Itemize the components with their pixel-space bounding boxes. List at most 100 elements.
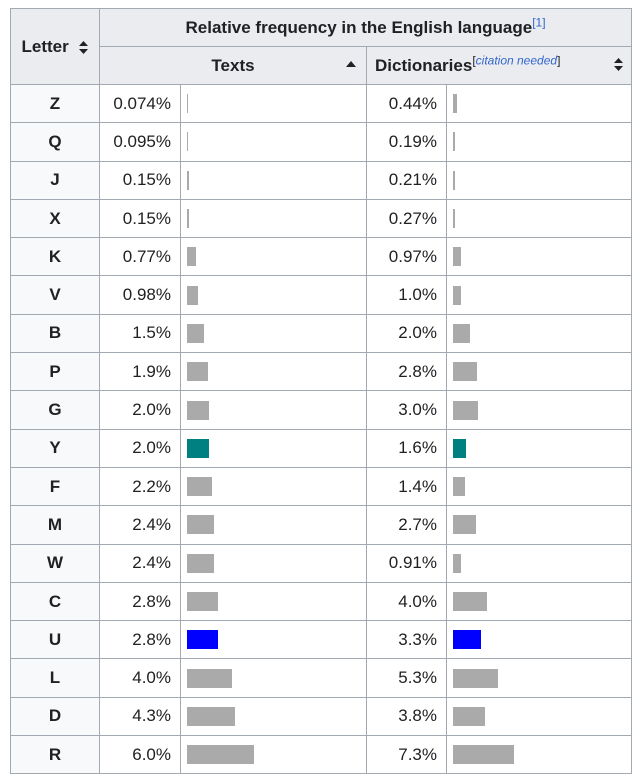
dictionaries-bar-cell xyxy=(445,428,633,468)
texts-bar-cell xyxy=(180,198,367,239)
texts-bar-cell xyxy=(180,581,367,622)
table-row: Y 2.0% 1.6% xyxy=(10,428,633,468)
texts-value: 4.0% xyxy=(99,658,181,698)
texts-value: 0.98% xyxy=(99,275,181,315)
letter-cell: P xyxy=(10,352,100,392)
texts-bar xyxy=(187,400,209,420)
dictionaries-value: 0.19% xyxy=(366,122,447,162)
dictionaries-bar-cell xyxy=(445,466,633,507)
dictionaries-bar xyxy=(453,668,498,688)
letter-header-label: Letter xyxy=(21,36,69,56)
letter-cell: D xyxy=(10,696,100,737)
texts-value: 4.3% xyxy=(99,696,181,737)
table-row: P 1.9% 2.8% xyxy=(10,352,633,392)
letter-cell: W xyxy=(10,543,100,583)
table-row: M 2.4% 2.7% xyxy=(10,505,633,545)
dictionaries-value: 1.6% xyxy=(366,428,447,468)
texts-bar-cell xyxy=(180,160,367,200)
texts-value: 2.8% xyxy=(99,620,181,660)
dictionaries-bar-cell xyxy=(445,237,633,277)
dictionaries-value: 7.3% xyxy=(366,735,447,775)
dictionaries-bar-cell xyxy=(445,313,633,354)
table-row: W 2.4% 0.91% xyxy=(10,543,633,583)
texts-bar-cell xyxy=(180,390,367,430)
dictionaries-column-header[interactable]: Dictionaries[citation needed] xyxy=(365,46,633,85)
letter-cell: M xyxy=(10,505,100,545)
sort-both-icon[interactable] xyxy=(79,40,89,54)
texts-bar-cell xyxy=(180,237,367,277)
letter-column-header[interactable]: Letter xyxy=(10,8,100,85)
table-row: Z 0.074% 0.44% xyxy=(10,83,633,124)
dictionaries-value: 3.0% xyxy=(366,390,447,430)
letter-cell: R xyxy=(10,735,100,775)
dictionaries-bar xyxy=(453,438,466,458)
table-row: U 2.8% 3.3% xyxy=(10,620,633,660)
texts-bar xyxy=(187,668,232,688)
letter-cell: V xyxy=(10,275,100,315)
texts-bar xyxy=(187,362,208,382)
dictionaries-bar-cell xyxy=(445,275,633,315)
dictionaries-bar-cell xyxy=(445,160,633,200)
dictionaries-bar xyxy=(453,553,461,573)
texts-bar-cell xyxy=(180,428,367,468)
texts-bar-cell xyxy=(180,735,367,775)
table-body: Z 0.074% 0.44% Q 0.095% 0.19% J 0.15% 0.21% X 0.15… xyxy=(10,83,633,775)
frequency-group-header: Relative frequency in the English langua… xyxy=(98,8,633,47)
texts-value: 2.4% xyxy=(99,505,181,545)
dictionaries-value: 0.44% xyxy=(366,83,447,124)
dictionaries-bar-cell xyxy=(445,352,633,392)
dictionaries-bar xyxy=(453,285,461,305)
texts-bar xyxy=(187,94,188,114)
dictionaries-value: 5.3% xyxy=(366,658,447,698)
texts-value: 0.074% xyxy=(99,83,181,124)
table-row: D 4.3% 3.8% xyxy=(10,696,633,737)
texts-value: 0.095% xyxy=(99,122,181,162)
dictionaries-bar xyxy=(453,400,478,420)
table-row: V 0.98% 1.0% xyxy=(10,275,633,315)
letter-cell: C xyxy=(10,581,100,622)
texts-bar-cell xyxy=(180,466,367,507)
table-row: L 4.0% 5.3% xyxy=(10,658,633,698)
dictionaries-bar-cell xyxy=(445,83,633,124)
letter-cell: X xyxy=(10,198,100,239)
texts-value: 2.0% xyxy=(99,428,181,468)
dictionaries-value: 3.3% xyxy=(366,620,447,660)
dictionaries-bar xyxy=(453,745,514,765)
sort-ascending-icon[interactable] xyxy=(346,60,356,67)
citation-needed-open: [ xyxy=(472,52,476,67)
texts-bar xyxy=(187,477,212,497)
texts-bar xyxy=(187,323,204,343)
dictionaries-bar-cell xyxy=(445,735,633,775)
texts-value: 1.5% xyxy=(99,313,181,354)
texts-value: 2.8% xyxy=(99,581,181,622)
texts-column-header[interactable]: Texts xyxy=(99,46,367,85)
dictionaries-value: 2.7% xyxy=(366,505,447,545)
texts-value: 0.77% xyxy=(99,237,181,277)
dictionaries-bar-cell xyxy=(445,390,633,430)
citation-needed-link[interactable]: [citation needed] xyxy=(472,53,560,67)
texts-value: 6.0% xyxy=(99,735,181,775)
dictionaries-value: 0.91% xyxy=(366,543,447,583)
texts-value: 1.9% xyxy=(99,352,181,392)
citation-link-1[interactable]: [1] xyxy=(532,14,546,29)
dictionaries-value: 4.0% xyxy=(366,581,447,622)
texts-value: 0.15% xyxy=(99,160,181,200)
dictionaries-bar xyxy=(453,477,465,497)
texts-bar xyxy=(187,247,196,267)
dictionaries-bar-cell xyxy=(445,505,633,545)
texts-bar-cell xyxy=(180,543,367,583)
dictionaries-header-label: Dictionaries xyxy=(375,55,473,75)
sort-both-icon[interactable] xyxy=(614,57,624,71)
letter-cell: J xyxy=(10,160,100,200)
table-row: F 2.2% 1.4% xyxy=(10,466,633,507)
texts-bar xyxy=(187,209,189,229)
texts-bar-cell xyxy=(180,352,367,392)
texts-bar xyxy=(187,745,254,765)
texts-bar xyxy=(187,132,188,152)
group-header-label: Relative frequency in the English langua… xyxy=(185,17,533,37)
dictionaries-value: 0.21% xyxy=(366,160,447,200)
dictionaries-bar-cell xyxy=(445,696,633,737)
table-row: B 1.5% 2.0% xyxy=(10,313,633,354)
dictionaries-bar-cell xyxy=(445,122,633,162)
dictionaries-value: 0.27% xyxy=(366,198,447,239)
